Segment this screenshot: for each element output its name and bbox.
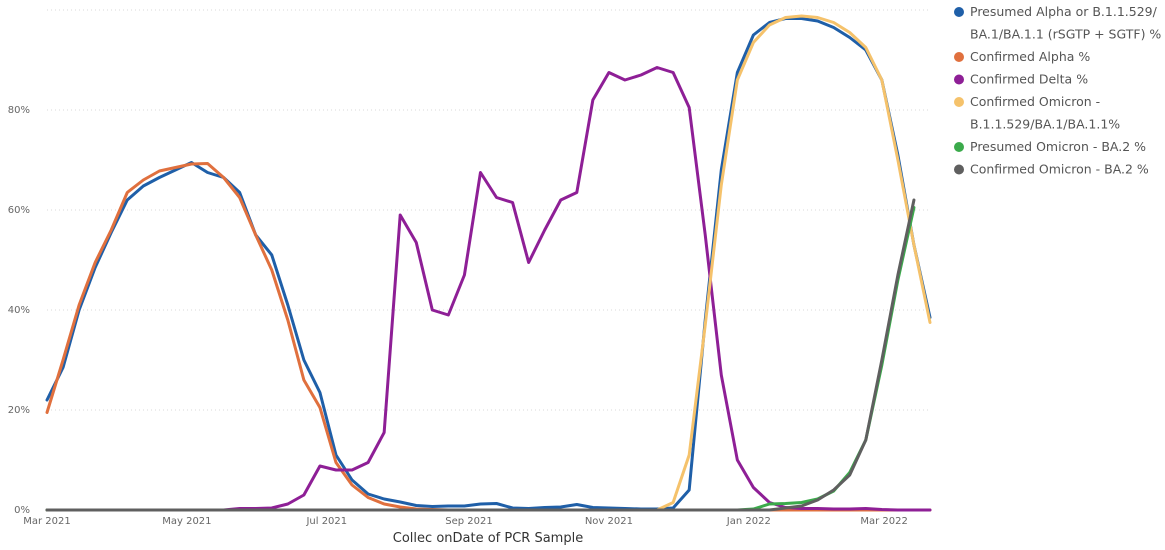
- legend-label: Confirmed Alpha %: [970, 49, 1090, 64]
- legend-marker: [954, 7, 964, 17]
- x-tick-label: May 2021: [162, 516, 211, 527]
- legend-marker: [954, 142, 964, 152]
- series-line-4: [45, 14, 932, 512]
- legend-item-6[interactable]: Confirmed Omicron - BA.2 %: [954, 162, 1149, 177]
- x-tick-label: Sep 2021: [445, 516, 492, 527]
- legend[interactable]: Presumed Alpha or B.1.1.529/BA.1/BA.1.1 …: [954, 4, 1161, 177]
- legend-item-4[interactable]: Confirmed Omicron -B.1.1.529/BA.1/BA.1.1…: [954, 94, 1120, 132]
- series-line-6: [45, 198, 916, 512]
- legend-marker: [954, 52, 964, 62]
- y-tick-label: 20%: [8, 405, 30, 416]
- legend-item-3[interactable]: Confirmed Delta %: [954, 72, 1088, 87]
- x-tick-label: Nov 2021: [585, 516, 633, 527]
- legend-label: Confirmed Delta %: [970, 72, 1088, 87]
- legend-item-5[interactable]: Presumed Omicron - BA.2 %: [954, 139, 1146, 154]
- x-tick-label: Jan 2022: [726, 516, 771, 527]
- legend-marker: [954, 97, 964, 107]
- y-tick-label: 80%: [8, 105, 30, 116]
- legend-label: Confirmed Omicron - BA.2 %: [970, 162, 1149, 177]
- series-line-2: [45, 162, 932, 512]
- legend-item-1[interactable]: Presumed Alpha or B.1.1.529/BA.1/BA.1.1 …: [954, 4, 1161, 42]
- legend-label: Presumed Omicron - BA.2 %: [970, 139, 1146, 154]
- x-tick-label: Mar 2022: [860, 516, 908, 527]
- legend-marker: [954, 74, 964, 85]
- legend-item-2[interactable]: Confirmed Alpha %: [954, 49, 1090, 64]
- gridlines: [47, 9, 930, 411]
- legend-label: Presumed Alpha or B.1.1.529/BA.1/BA.1.1 …: [970, 4, 1161, 42]
- series-line-5: [45, 206, 916, 512]
- x-axis-title: Collec onDate of PCR Sample: [393, 531, 583, 546]
- y-axis-tick-labels: 0% 20% 40% 60% 80%: [8, 105, 30, 516]
- x-tick-label: Jul 2021: [305, 516, 347, 527]
- series-line-3: [45, 66, 932, 512]
- x-tick-label: Mar 2021: [23, 516, 71, 527]
- y-tick-label: 40%: [8, 305, 30, 316]
- x-axis-tick-labels: Mar 2021 May 2021 Jul 2021 Sep 2021 Nov 2021…: [23, 516, 908, 527]
- series-line-1: [45, 17, 932, 511]
- series-lines: [45, 14, 932, 512]
- legend-marker: [954, 164, 964, 175]
- y-tick-label: 60%: [8, 205, 30, 216]
- legend-label: Confirmed Omicron -B.1.1.529/BA.1/BA.1.1…: [970, 94, 1120, 132]
- y-tick-label: 0%: [14, 505, 30, 516]
